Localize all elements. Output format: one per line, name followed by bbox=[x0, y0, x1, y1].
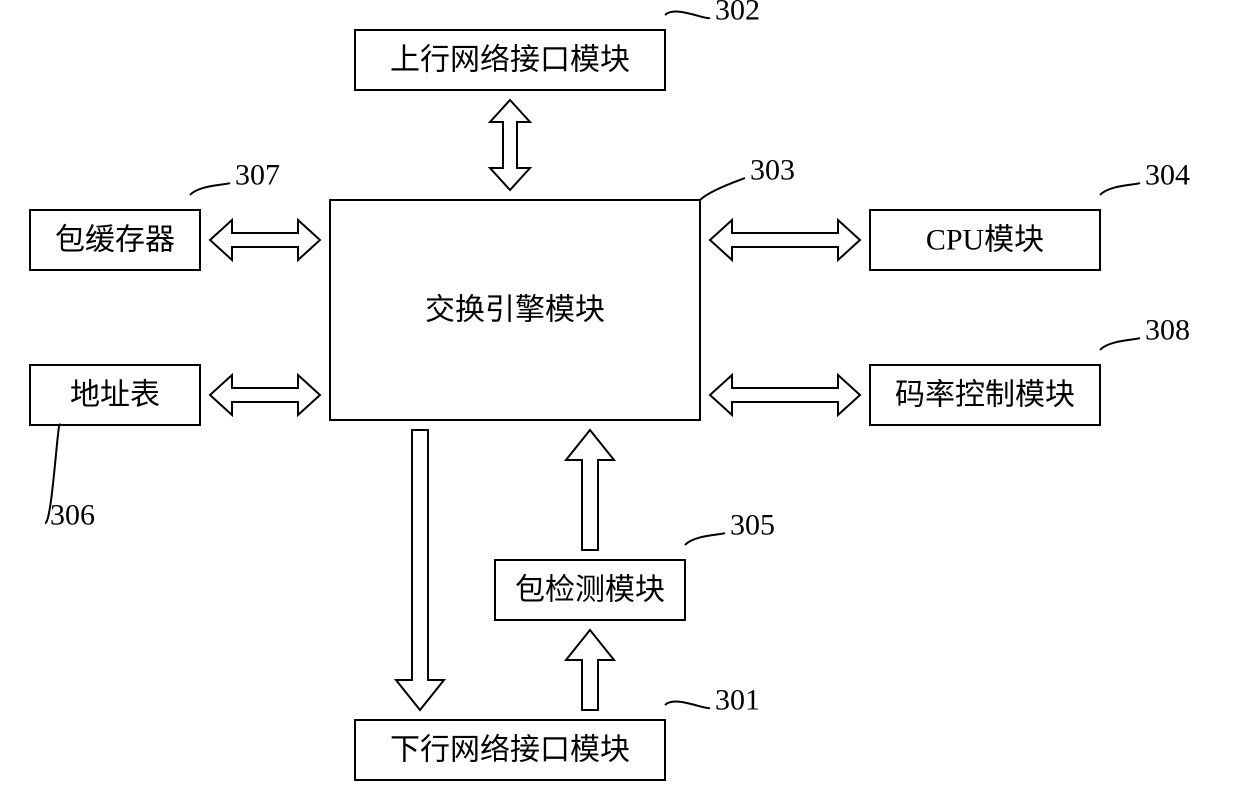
arrow-3 bbox=[210, 375, 320, 415]
block-diagram: 上行网络接口模块 302 包缓存器 307 交换引擎模块 303 CPU模块 304 地址表 30… bbox=[0, 0, 1240, 803]
node-n303-label: 交换引擎模块 bbox=[425, 294, 605, 327]
node-n305-ref: 305 bbox=[730, 509, 775, 542]
leader-n303 bbox=[700, 178, 745, 200]
node-n304-ref: 304 bbox=[1145, 159, 1190, 192]
node-n307-label: 包缓存器 bbox=[55, 224, 175, 257]
leader-n302 bbox=[665, 12, 710, 19]
node-n306-label: 地址表 bbox=[70, 379, 160, 412]
node-n305-label: 包检测模块 bbox=[515, 574, 665, 607]
node-n308-label: 码率控制模块 bbox=[895, 379, 1075, 412]
node-n307-ref: 307 bbox=[235, 159, 280, 192]
node-n302-ref: 302 bbox=[715, 0, 760, 27]
arrow-6 bbox=[566, 430, 614, 550]
leader-n305 bbox=[685, 533, 725, 545]
node-n301-ref: 301 bbox=[715, 684, 760, 717]
node-n304-label: CPU模块 bbox=[926, 224, 1044, 257]
arrow-0 bbox=[490, 100, 530, 190]
arrow-7 bbox=[566, 630, 614, 710]
arrow-1 bbox=[210, 220, 320, 260]
leader-n301 bbox=[665, 702, 710, 709]
leader-n304 bbox=[1100, 183, 1140, 195]
node-n303-ref: 303 bbox=[750, 154, 795, 187]
node-n306-ref: 306 bbox=[50, 499, 95, 532]
arrow-4 bbox=[710, 375, 860, 415]
node-n308-ref: 308 bbox=[1145, 314, 1190, 347]
leader-n307 bbox=[190, 183, 230, 195]
arrow-2 bbox=[710, 220, 860, 260]
leader-n308 bbox=[1100, 338, 1140, 350]
node-n301-label: 下行网络接口模块 bbox=[390, 734, 630, 767]
node-n302-label: 上行网络接口模块 bbox=[390, 44, 630, 77]
arrow-5 bbox=[396, 430, 444, 710]
